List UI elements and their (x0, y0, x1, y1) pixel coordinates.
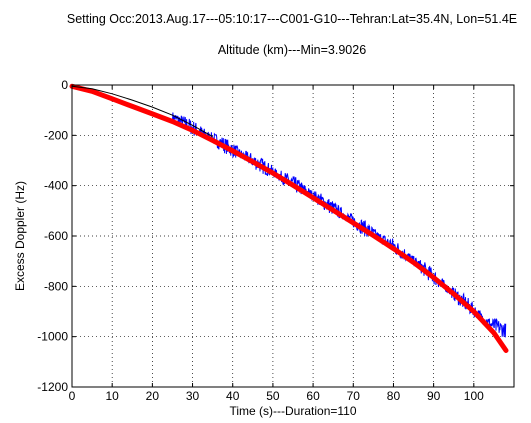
y-axis-label: Excess Doppler (Hz) (13, 181, 27, 291)
y-tick-label: -1000 (37, 330, 68, 344)
x-tick-label: 100 (464, 389, 484, 403)
x-tick-label: 20 (146, 389, 160, 403)
x-tick-label: 80 (387, 389, 401, 403)
x-tick-label: 90 (427, 389, 441, 403)
x-axis-label: Time (s)---Duration=110 (229, 404, 356, 418)
x-tick-label: 60 (306, 389, 320, 403)
y-tick-label: -800 (44, 279, 68, 293)
y-tick-label: 0 (61, 78, 68, 92)
y-tick-label: -600 (44, 229, 68, 243)
y-tick-label: -400 (44, 179, 68, 193)
y-tick-label: -200 (44, 128, 68, 142)
x-tick-label: 0 (69, 389, 76, 403)
x-tick-label: 40 (226, 389, 240, 403)
y-tick-label: -1200 (37, 380, 68, 394)
chart-subtitle: Altitude (km)---Min=3.9026 (218, 43, 366, 57)
x-tick-label: 70 (347, 389, 361, 403)
x-tick-label: 10 (106, 389, 120, 403)
x-tick-label: 30 (186, 389, 200, 403)
chart-title: Setting Occ:2013.Aug.17---05:10:17---C00… (67, 12, 517, 26)
x-tick-label: 50 (266, 389, 280, 403)
